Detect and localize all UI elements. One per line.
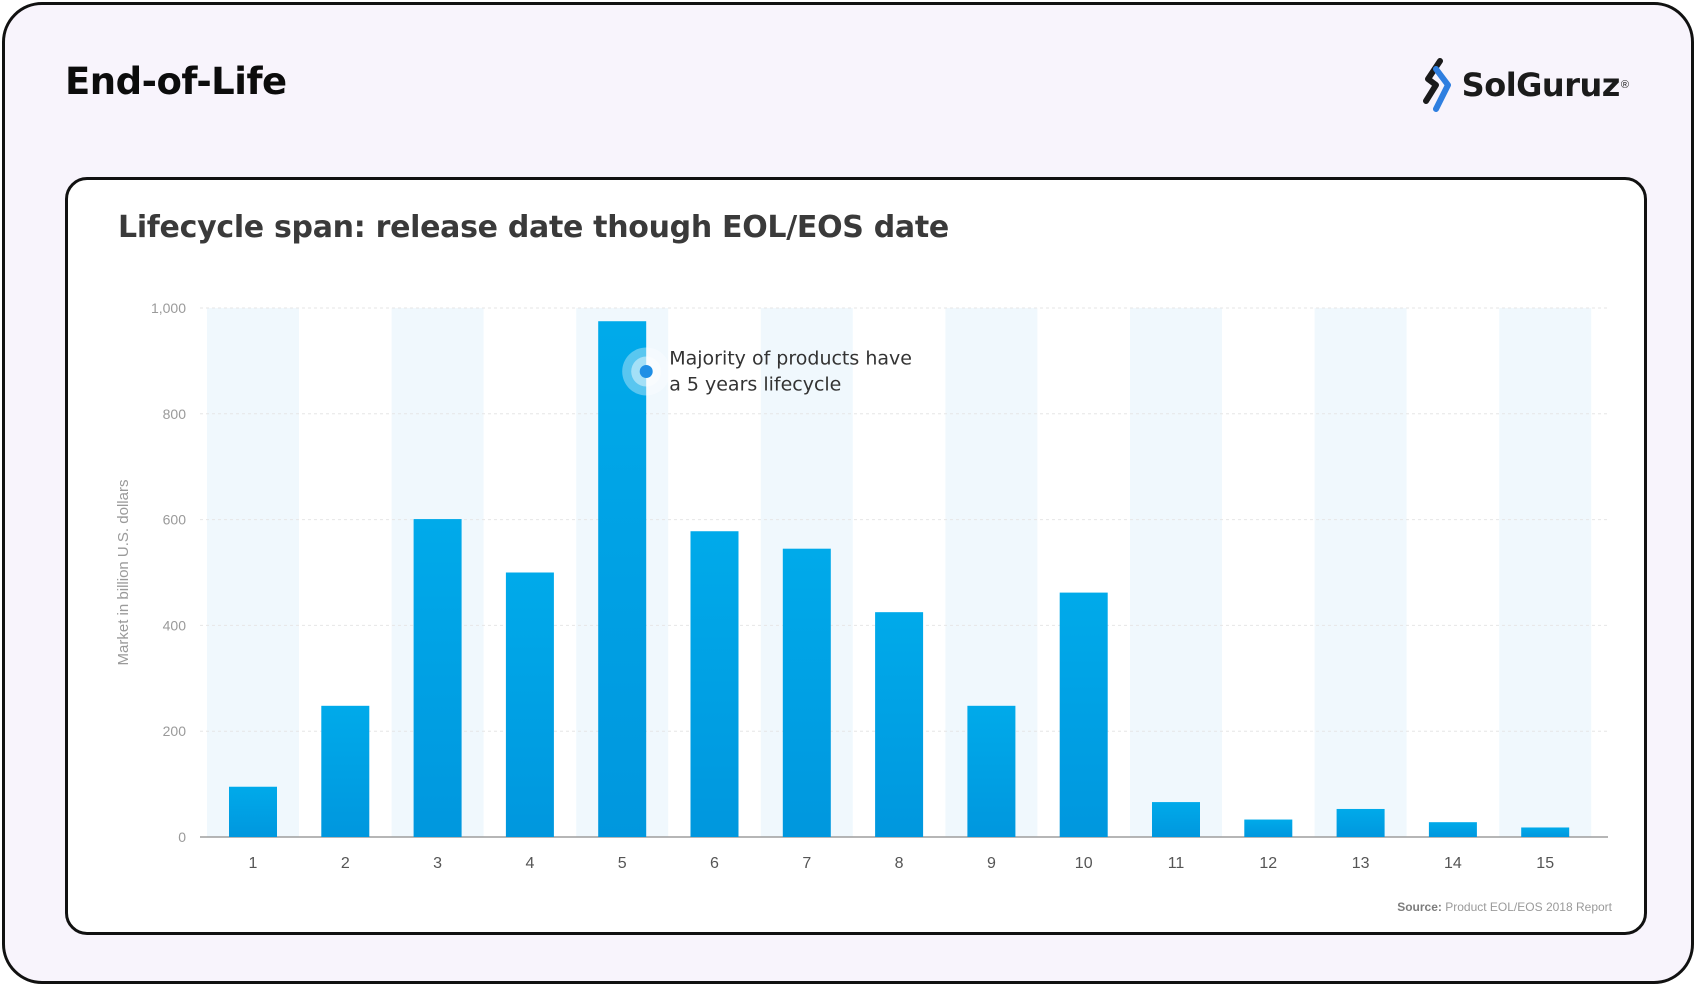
- column-band: [1314, 308, 1407, 837]
- bar-chart: 0 200 400 600 800 1,000 Market in billion U.S.…: [115, 300, 1608, 872]
- y-tick-label: 600: [163, 512, 187, 528]
- x-tick-label: 15: [1536, 855, 1554, 872]
- brand-logo: SolGuruz ®: [1418, 55, 1629, 115]
- chart-title: Lifecycle span: release date though EOL/…: [118, 210, 949, 245]
- bar-2: [321, 705, 370, 837]
- bar-14: [1428, 822, 1477, 837]
- page-title: End-of-Life: [65, 60, 287, 103]
- x-tick-label: 3: [433, 855, 442, 872]
- x-tick-label: 2: [341, 855, 350, 872]
- registered-mark: ®: [1620, 79, 1629, 91]
- x-tick-label: 12: [1259, 855, 1277, 872]
- x-tick-label: 7: [802, 855, 811, 872]
- bar-7: [782, 548, 831, 837]
- logo-text: SolGuruz: [1461, 66, 1621, 104]
- source-note: Source: Product EOL/EOS 2018 Report: [1397, 900, 1612, 914]
- x-tick-label: 4: [525, 855, 534, 872]
- x-tick-label: 6: [710, 855, 719, 872]
- chart-card: Lifecycle span: release date though EOL/…: [65, 177, 1647, 935]
- bar-10: [1059, 592, 1108, 837]
- x-tick-label: 8: [895, 855, 904, 872]
- bar-11: [1152, 802, 1200, 837]
- y-tick-label: 200: [163, 723, 187, 739]
- bar-5: [598, 321, 647, 838]
- y-tick-label: 1,000: [151, 300, 186, 316]
- x-tick-label: 9: [987, 855, 996, 872]
- bar-8: [875, 612, 924, 837]
- x-tick-label: 13: [1352, 855, 1370, 872]
- column-band: [207, 308, 299, 837]
- column-band: [1499, 308, 1592, 837]
- x-tick-label: 5: [618, 855, 627, 872]
- y-tick-label: 0: [178, 829, 186, 845]
- annotation-text: Majority of products have: [669, 347, 912, 369]
- column-band: [1130, 308, 1222, 837]
- bar-15: [1521, 827, 1570, 837]
- bar-3: [413, 519, 462, 837]
- bar-6: [690, 531, 739, 837]
- annotation-dot: [639, 364, 653, 378]
- x-tick-label: 1: [249, 855, 258, 872]
- y-tick-label: 800: [163, 406, 187, 422]
- x-tick-label: 14: [1444, 855, 1462, 872]
- x-tick-label: 11: [1168, 855, 1185, 872]
- source-text: Product EOL/EOS 2018 Report: [1445, 900, 1612, 914]
- bar-9: [967, 705, 1016, 837]
- bar-13: [1336, 808, 1385, 837]
- y-axis-label: Market in billion U.S. dollars: [115, 480, 132, 666]
- bar-4: [505, 572, 554, 837]
- source-label: Source:: [1397, 900, 1442, 914]
- x-tick-label: 10: [1075, 855, 1093, 872]
- solguruz-logo-icon: [1422, 58, 1451, 112]
- y-tick-label: 400: [163, 617, 187, 633]
- bar-1: [229, 786, 277, 837]
- annotation-text: a 5 years lifecycle: [669, 373, 841, 395]
- bar-12: [1244, 819, 1293, 837]
